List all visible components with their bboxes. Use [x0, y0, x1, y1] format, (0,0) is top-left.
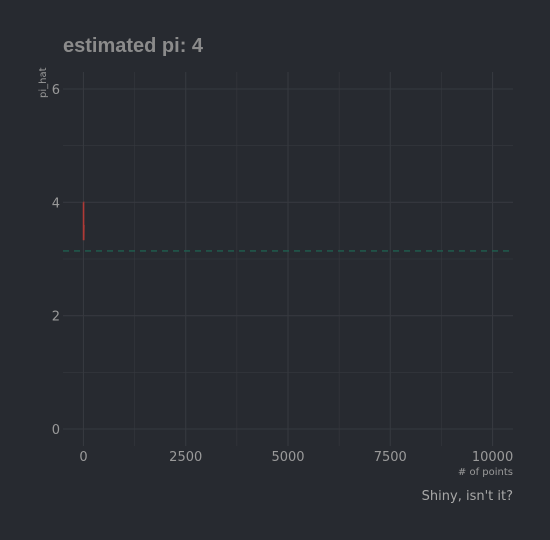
y-tick-label: 6: [52, 83, 60, 98]
chart-title: estimated pi: 4: [63, 35, 204, 57]
y-tick-label: 0: [52, 423, 60, 438]
x-axis-label: # of points: [458, 467, 513, 478]
x-tick-label: 0: [79, 450, 87, 465]
x-tick-label: 2500: [169, 450, 202, 465]
grid: [63, 72, 513, 446]
chart-caption: Shiny, isn't it?: [422, 489, 513, 504]
x-tick-label: 10000: [472, 450, 513, 465]
y-axis-label: pi_hat: [38, 67, 49, 98]
x-axis-ticks: 0 2500 5000 7500 10000: [79, 450, 513, 465]
x-tick-label: 7500: [374, 450, 407, 465]
y-tick-label: 2: [52, 310, 60, 325]
y-tick-label: 4: [52, 196, 60, 211]
x-tick-label: 5000: [271, 450, 304, 465]
y-axis-ticks: 0 2 4 6: [52, 83, 60, 438]
